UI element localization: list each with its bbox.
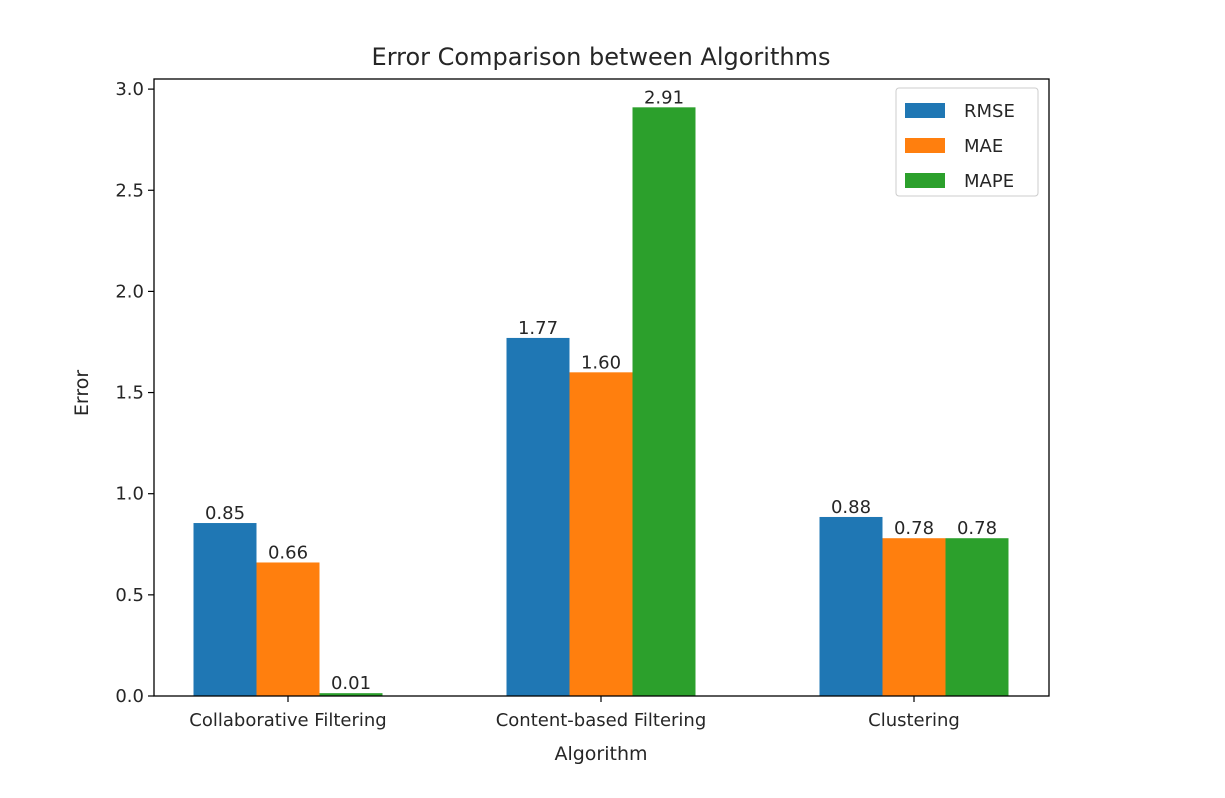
- data-label-mae-1: 0.66: [268, 542, 308, 563]
- legend-swatch-mae: [905, 138, 945, 153]
- legend: RMSE MAE MAPE: [895, 87, 1039, 197]
- bar-mape-2: [632, 107, 696, 697]
- data-label-mape-3: 0.78: [957, 518, 997, 539]
- chart-title: Error Comparison between Algorithms: [372, 43, 831, 71]
- data-label-mae-3: 0.78: [894, 518, 934, 539]
- y-tick-label: 0.0: [115, 686, 144, 707]
- bar-mae-2: [569, 372, 633, 696]
- y-tick-label: 1.5: [115, 383, 144, 404]
- bar-rmse-3: [819, 516, 883, 696]
- y-axis-label: Error: [71, 370, 93, 417]
- data-label-mape-1: 0.01: [331, 673, 371, 694]
- data-label-mae-2: 1.60: [581, 352, 621, 373]
- y-tick-label: 1.0: [115, 484, 144, 505]
- bar-rmse-2: [506, 337, 570, 696]
- y-tick-label: 3.0: [115, 79, 144, 100]
- x-tick-label: Content-based Filtering: [496, 710, 707, 731]
- x-tick-label: Clustering: [868, 710, 960, 731]
- legend-swatch-mape: [905, 173, 945, 188]
- y-tick-label: 0.5: [115, 585, 144, 606]
- data-label-rmse-2: 1.77: [518, 318, 558, 339]
- legend-label-mape: MAPE: [964, 171, 1014, 192]
- legend-label-rmse: RMSE: [964, 101, 1015, 122]
- y-tick-label: 2.5: [115, 180, 144, 201]
- x-tick-label: Collaborative Filtering: [189, 710, 386, 731]
- bar-mape-3: [945, 538, 1009, 696]
- data-label-rmse-3: 0.88: [831, 497, 871, 518]
- bar-mae-1: [256, 562, 320, 696]
- legend-swatch-rmse: [905, 103, 945, 118]
- x-axis-label: Algorithm: [554, 743, 647, 765]
- bar-mae-3: [882, 538, 946, 696]
- legend-label-mae: MAE: [964, 136, 1003, 157]
- data-label-rmse-1: 0.85: [205, 503, 245, 524]
- plot-area: 0.85 1.77 0.88 0.66 1.60 0.78 0.01 2.91 0.78 0.0 0…: [115, 78, 1050, 731]
- bar-mape-1: [319, 693, 383, 696]
- bar-rmse-1: [193, 523, 257, 696]
- y-tick-label: 2.0: [115, 281, 144, 302]
- data-label-mape-2: 2.91: [644, 87, 684, 108]
